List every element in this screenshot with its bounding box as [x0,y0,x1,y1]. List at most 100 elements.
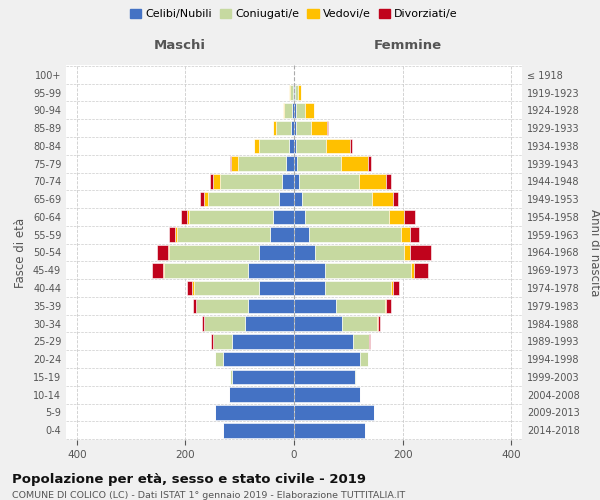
Bar [350,138,352,153]
Bar [259,245,294,260]
Bar [305,210,389,224]
Bar [311,121,327,136]
Bar [215,405,294,419]
Bar [294,334,353,348]
Bar [294,156,297,171]
Bar [284,103,292,118]
Bar [229,388,294,402]
Bar [410,228,419,242]
Bar [360,352,368,366]
Bar [215,352,223,366]
Bar [189,210,274,224]
Bar [187,210,189,224]
Bar [369,334,370,348]
Bar [211,334,212,348]
Bar [187,281,193,295]
Bar [294,103,296,118]
Bar [238,156,286,171]
Bar [299,174,359,188]
Bar [411,263,414,278]
Bar [337,298,385,313]
Bar [259,281,294,295]
Bar [401,228,410,242]
Bar [200,192,204,206]
Bar [294,352,360,366]
Bar [294,138,296,153]
Bar [296,103,305,118]
Bar [294,263,325,278]
Bar [279,192,294,206]
Bar [302,192,372,206]
Bar [223,423,294,438]
Bar [414,263,428,278]
Bar [220,174,282,188]
Bar [177,228,269,242]
Bar [294,316,342,331]
Bar [208,192,279,206]
Bar [359,174,386,188]
Bar [248,298,294,313]
Bar [289,86,290,100]
Bar [293,86,294,100]
Bar [259,138,289,153]
Bar [282,174,294,188]
Bar [294,281,325,295]
Bar [230,370,232,384]
Bar [305,103,314,118]
Bar [294,121,296,136]
Bar [386,174,391,188]
Bar [393,281,400,295]
Bar [404,245,410,260]
Bar [286,156,294,171]
Bar [393,192,398,206]
Bar [295,86,298,100]
Bar [283,103,284,118]
Bar [386,298,391,313]
Bar [296,121,311,136]
Legend: Celibi/Nubili, Coniugati/e, Vedovi/e, Divorziati/e: Celibi/Nubili, Coniugati/e, Vedovi/e, Di… [128,7,460,22]
Bar [294,210,305,224]
Bar [410,245,431,260]
Bar [355,370,356,384]
Bar [372,192,393,206]
Bar [196,298,248,313]
Bar [314,245,404,260]
Bar [254,138,259,153]
Bar [232,370,294,384]
Text: Popolazione per età, sesso e stato civile - 2019: Popolazione per età, sesso e stato civil… [12,472,366,486]
Bar [294,245,314,260]
Bar [245,316,294,331]
Bar [193,298,196,313]
Bar [294,228,309,242]
Bar [211,174,213,188]
Bar [377,316,380,331]
Bar [385,298,386,313]
Bar [391,281,393,295]
Bar [273,121,275,136]
Bar [202,316,205,331]
Y-axis label: Fasce di età: Fasce di età [14,218,27,288]
Bar [175,228,177,242]
Bar [294,298,337,313]
Bar [294,405,374,419]
Bar [294,388,360,402]
Bar [248,263,294,278]
Bar [231,156,238,171]
Bar [298,86,301,100]
Bar [294,370,355,384]
Bar [274,210,294,224]
Bar [204,192,208,206]
Text: Femmine: Femmine [374,38,442,52]
Bar [269,228,294,242]
Bar [292,103,294,118]
Bar [297,156,341,171]
Bar [275,121,291,136]
Bar [327,121,328,136]
Bar [326,138,350,153]
Bar [294,423,365,438]
Bar [168,245,169,260]
Bar [353,334,369,348]
Text: Maschi: Maschi [154,38,206,52]
Bar [290,86,293,100]
Y-axis label: Anni di nascita: Anni di nascita [588,209,600,296]
